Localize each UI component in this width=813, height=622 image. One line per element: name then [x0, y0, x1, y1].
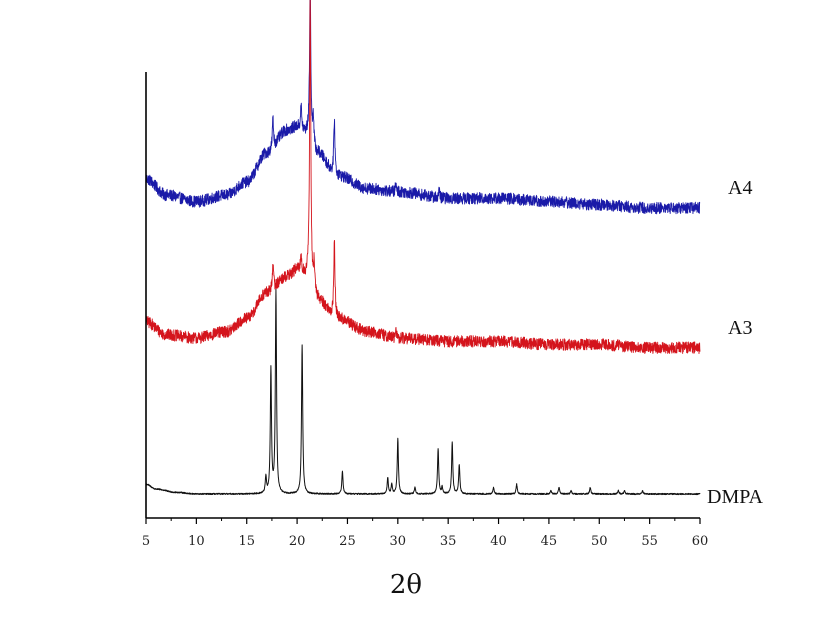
x-tick-label: 5 — [142, 534, 150, 549]
series-line-a3 — [145, 0, 701, 355]
x-tick-label: 50 — [591, 534, 608, 549]
series-label-a4: A4 — [728, 177, 752, 199]
x-tick-label: 20 — [289, 534, 306, 549]
x-tick-label: 25 — [339, 534, 356, 549]
x-tick-label: 35 — [440, 534, 457, 549]
series-layer — [145, 0, 701, 496]
x-tick-label: 30 — [390, 534, 407, 549]
series-line-dmpa — [145, 288, 701, 496]
series-labels: A4 A3 DMPA — [707, 177, 764, 508]
x-tick-label: 55 — [641, 534, 658, 549]
x-tick-label: 60 — [692, 534, 709, 549]
x-axis-title: 2θ — [390, 570, 422, 600]
series-label-dmpa: DMPA — [707, 486, 764, 508]
plot-area — [145, 0, 701, 496]
x-tick-label: 10 — [188, 534, 205, 549]
series-line-a4 — [145, 0, 701, 215]
x-tick-label: 40 — [490, 534, 507, 549]
x-ticks: 5 10 15 20 25 30 35 40 45 50 55 60 — [142, 518, 708, 549]
x-tick-label: 45 — [541, 534, 558, 549]
series-label-a3: A3 — [728, 317, 752, 339]
x-tick-label: 15 — [238, 534, 255, 549]
